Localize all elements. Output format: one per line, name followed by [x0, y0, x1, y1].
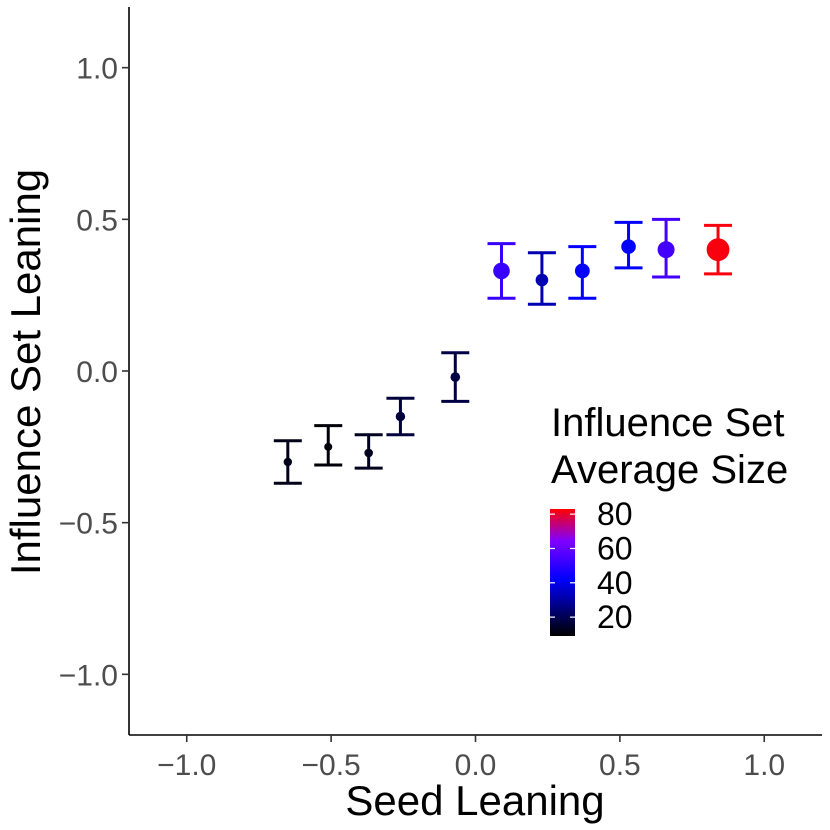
legend-label: 80	[597, 496, 633, 532]
point-marker	[364, 448, 373, 458]
x-tick-label: 0.5	[599, 749, 641, 782]
y-tick-label: 1.0	[76, 53, 118, 86]
y-tick-label: −1.0	[59, 659, 118, 692]
data-point	[314, 424, 343, 467]
legend-title-line-2: Average Size	[551, 448, 788, 492]
y-axis-title: Influence Set Leaning	[2, 169, 49, 575]
data-point	[527, 251, 556, 306]
data-point	[568, 245, 597, 300]
point-marker	[395, 411, 406, 422]
legend-title-line-1: Influence Set	[551, 401, 785, 445]
data-point	[273, 439, 302, 485]
y-tick-label: 0.5	[76, 204, 118, 237]
point-marker	[706, 238, 730, 262]
x-ticks: −1.0 −0.5 0.0 0.5 1.0	[157, 735, 785, 782]
y-tick-label: −0.5	[59, 508, 118, 541]
legend-colorbar	[550, 509, 575, 636]
point-marker	[283, 457, 293, 467]
data-point	[614, 220, 643, 270]
y-tick-label: 0.0	[76, 356, 118, 389]
data-point	[441, 351, 470, 403]
point-marker	[324, 442, 333, 451]
data-point	[487, 242, 516, 300]
x-tick-label: 0.0	[455, 749, 497, 782]
x-tick-label: 1.0	[743, 749, 785, 782]
data-point	[652, 217, 681, 279]
legend-label: 60	[597, 530, 633, 566]
x-axis-title: Seed Leaning	[345, 777, 604, 824]
x-tick-label: −1.0	[157, 749, 216, 782]
point-marker	[493, 262, 510, 280]
data-point	[704, 223, 733, 276]
point-marker	[621, 239, 636, 254]
plot-panel: −1.0 −0.5 0.0 0.5 1.0 −1.0 −0.5 0.0 0.5 1.0	[59, 7, 822, 782]
data-point	[386, 396, 415, 437]
legend-label: 20	[597, 599, 633, 635]
point-marker	[450, 372, 461, 382]
point-marker	[657, 241, 675, 259]
data-point	[354, 433, 383, 470]
x-tick-label: −0.5	[302, 749, 361, 782]
y-ticks: −1.0 −0.5 0.0 0.5 1.0	[59, 53, 129, 692]
legend-label: 40	[597, 565, 633, 601]
point-marker	[535, 273, 549, 287]
point-marker	[574, 263, 590, 279]
data-marks	[273, 217, 733, 485]
